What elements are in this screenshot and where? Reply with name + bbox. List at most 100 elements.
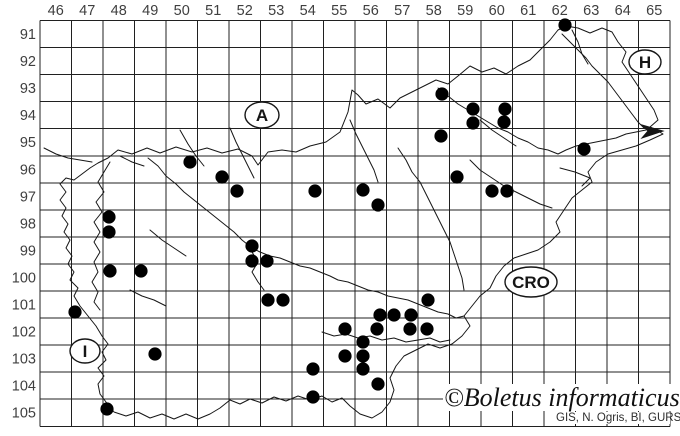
column-label: 52 <box>237 3 253 19</box>
row-label: 94 <box>20 108 36 124</box>
column-label: 56 <box>363 3 379 19</box>
column-label: 49 <box>142 3 158 19</box>
occurrence-dot <box>338 349 352 363</box>
row-label: 91 <box>20 27 36 43</box>
occurrence-dot <box>404 308 418 322</box>
occurrence-dot <box>68 305 82 319</box>
column-label: 61 <box>520 3 536 19</box>
river-path <box>179 129 205 167</box>
river-path <box>147 157 465 319</box>
occurrence-dot <box>134 264 148 278</box>
occurrence-dot <box>102 225 116 239</box>
column-label: 54 <box>300 3 316 19</box>
column-label: 53 <box>268 3 284 19</box>
occurrence-dot <box>245 239 259 253</box>
occurrence-dot <box>434 129 448 143</box>
occurrence-dot <box>466 116 480 130</box>
occurrence-dot <box>370 322 384 336</box>
occurrence-dot <box>373 308 387 322</box>
column-label: 65 <box>646 3 662 19</box>
row-label: 103 <box>12 352 36 368</box>
row-label: 95 <box>20 135 36 151</box>
occurrence-dot <box>183 155 197 169</box>
occurrence-dot <box>497 115 511 129</box>
column-label: 50 <box>174 3 190 19</box>
row-label: 100 <box>12 270 36 286</box>
occurrence-dot <box>261 293 275 307</box>
occurrence-dot <box>306 362 320 376</box>
country-border-path <box>59 25 664 420</box>
river-path <box>229 127 255 179</box>
row-label: 97 <box>20 189 36 205</box>
river-path <box>561 33 645 129</box>
occurrence-dot <box>356 183 370 197</box>
column-label: 51 <box>205 3 221 19</box>
occurrence-dot <box>230 184 244 198</box>
copyright-watermark: ©Boletus informaticus <box>443 383 680 412</box>
river-path <box>349 119 379 183</box>
occurrence-dot <box>466 102 480 116</box>
occurrence-dot <box>338 322 352 336</box>
country-label-cro: CRO <box>512 273 550 292</box>
occurrence-dot <box>420 322 434 336</box>
occurrence-dot <box>306 390 320 404</box>
occurrence-dot <box>356 335 370 349</box>
column-label: 46 <box>48 3 64 19</box>
occurrence-dot <box>103 264 117 278</box>
row-label: 92 <box>20 54 36 70</box>
row-label: 93 <box>20 81 36 97</box>
row-label: 99 <box>20 243 36 259</box>
column-label: 63 <box>583 3 599 19</box>
column-label: 48 <box>111 3 127 19</box>
occurrence-dot <box>435 87 449 101</box>
river-path <box>119 155 145 167</box>
country-bubble-a <box>244 101 280 129</box>
column-label: 60 <box>489 3 505 19</box>
occurrence-dot <box>102 210 116 224</box>
occurrence-dot <box>485 184 499 198</box>
river-path <box>43 147 93 163</box>
river-path <box>479 119 517 147</box>
credit-text: GIS, N. Ogris, BI, GURS <box>556 412 680 424</box>
row-label: 105 <box>12 406 36 422</box>
river-path <box>91 161 111 311</box>
row-label: 96 <box>20 162 36 178</box>
column-label: 57 <box>394 3 410 19</box>
occurrence-dot <box>558 18 572 32</box>
occurrence-dot <box>100 402 114 416</box>
occurrence-dot <box>371 198 385 212</box>
row-label: 104 <box>12 379 36 395</box>
country-bubble-cro <box>504 266 558 298</box>
country-bubble-i <box>69 338 101 364</box>
occurrence-dot <box>450 170 464 184</box>
column-label: 62 <box>552 3 568 19</box>
occurrence-dot <box>308 184 322 198</box>
occurrence-dot <box>371 377 385 391</box>
row-label: 98 <box>20 216 36 232</box>
country-label-i: I <box>83 342 88 361</box>
occurrence-dot <box>356 349 370 363</box>
column-label: 55 <box>331 3 347 19</box>
occurrence-dot <box>260 254 274 268</box>
river-path <box>559 167 591 187</box>
country-bubble-h <box>628 49 662 75</box>
occurrence-dot <box>498 102 512 116</box>
occurrence-dot <box>356 362 370 376</box>
row-label: 102 <box>12 325 36 341</box>
river-path <box>149 229 187 257</box>
occurrence-dot <box>387 308 401 322</box>
river-outflow-arrow <box>640 123 665 140</box>
occurrence-dot <box>148 347 162 361</box>
occurrence-dot <box>403 322 417 336</box>
occurrence-dot <box>421 293 435 307</box>
column-label: 58 <box>426 3 442 19</box>
column-label: 64 <box>615 3 631 19</box>
occurrence-dot <box>577 142 591 156</box>
occurrence-dot <box>276 293 290 307</box>
country-label-h: H <box>639 53 651 72</box>
row-label: 101 <box>12 298 36 314</box>
river-path <box>571 29 589 65</box>
